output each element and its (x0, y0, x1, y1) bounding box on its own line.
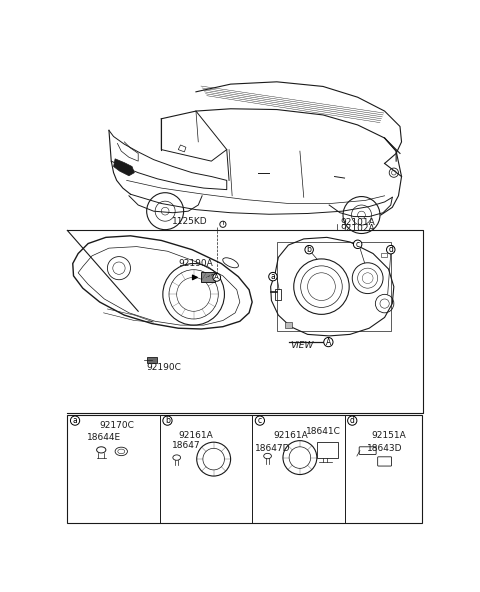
Circle shape (255, 416, 264, 425)
Text: 92102A: 92102A (341, 224, 375, 233)
Text: 92161A: 92161A (273, 430, 308, 440)
Circle shape (324, 337, 333, 347)
Text: 92190C: 92190C (146, 363, 181, 372)
Circle shape (305, 246, 313, 254)
Text: 92190A: 92190A (179, 259, 213, 268)
Bar (275, 289, 281, 300)
Text: d: d (388, 245, 393, 254)
Bar (285, 322, 292, 328)
Text: b: b (165, 416, 170, 425)
Circle shape (71, 416, 80, 425)
Circle shape (163, 416, 172, 425)
Bar (381, 253, 387, 258)
Text: VIEW: VIEW (291, 340, 314, 349)
Circle shape (386, 246, 395, 254)
Text: c: c (356, 240, 360, 249)
Polygon shape (114, 159, 134, 176)
Text: 92101A: 92101A (341, 218, 375, 227)
Text: 18647: 18647 (172, 440, 200, 450)
Text: 92161A: 92161A (179, 430, 213, 440)
Text: 18644E: 18644E (86, 433, 120, 442)
Circle shape (353, 240, 362, 249)
Polygon shape (147, 358, 156, 363)
Text: a: a (271, 272, 276, 281)
Bar (277, 242, 391, 330)
Text: A: A (215, 275, 219, 281)
Bar (201, 272, 215, 282)
Circle shape (348, 416, 357, 425)
Text: 18643D: 18643D (367, 444, 402, 453)
Text: A: A (326, 337, 331, 346)
Text: d: d (350, 416, 355, 425)
Text: 18647D: 18647D (255, 445, 291, 453)
Text: b: b (307, 245, 312, 254)
Text: c: c (258, 416, 262, 425)
Text: a: a (72, 416, 77, 425)
Circle shape (213, 274, 221, 281)
Text: 92151A: 92151A (371, 430, 406, 440)
Bar (67, 415, 421, 523)
Text: 92170C: 92170C (99, 421, 134, 430)
Bar (317, 442, 338, 458)
Text: 1125KD: 1125KD (172, 217, 207, 227)
Circle shape (269, 272, 277, 281)
Text: 18641C: 18641C (306, 427, 340, 436)
